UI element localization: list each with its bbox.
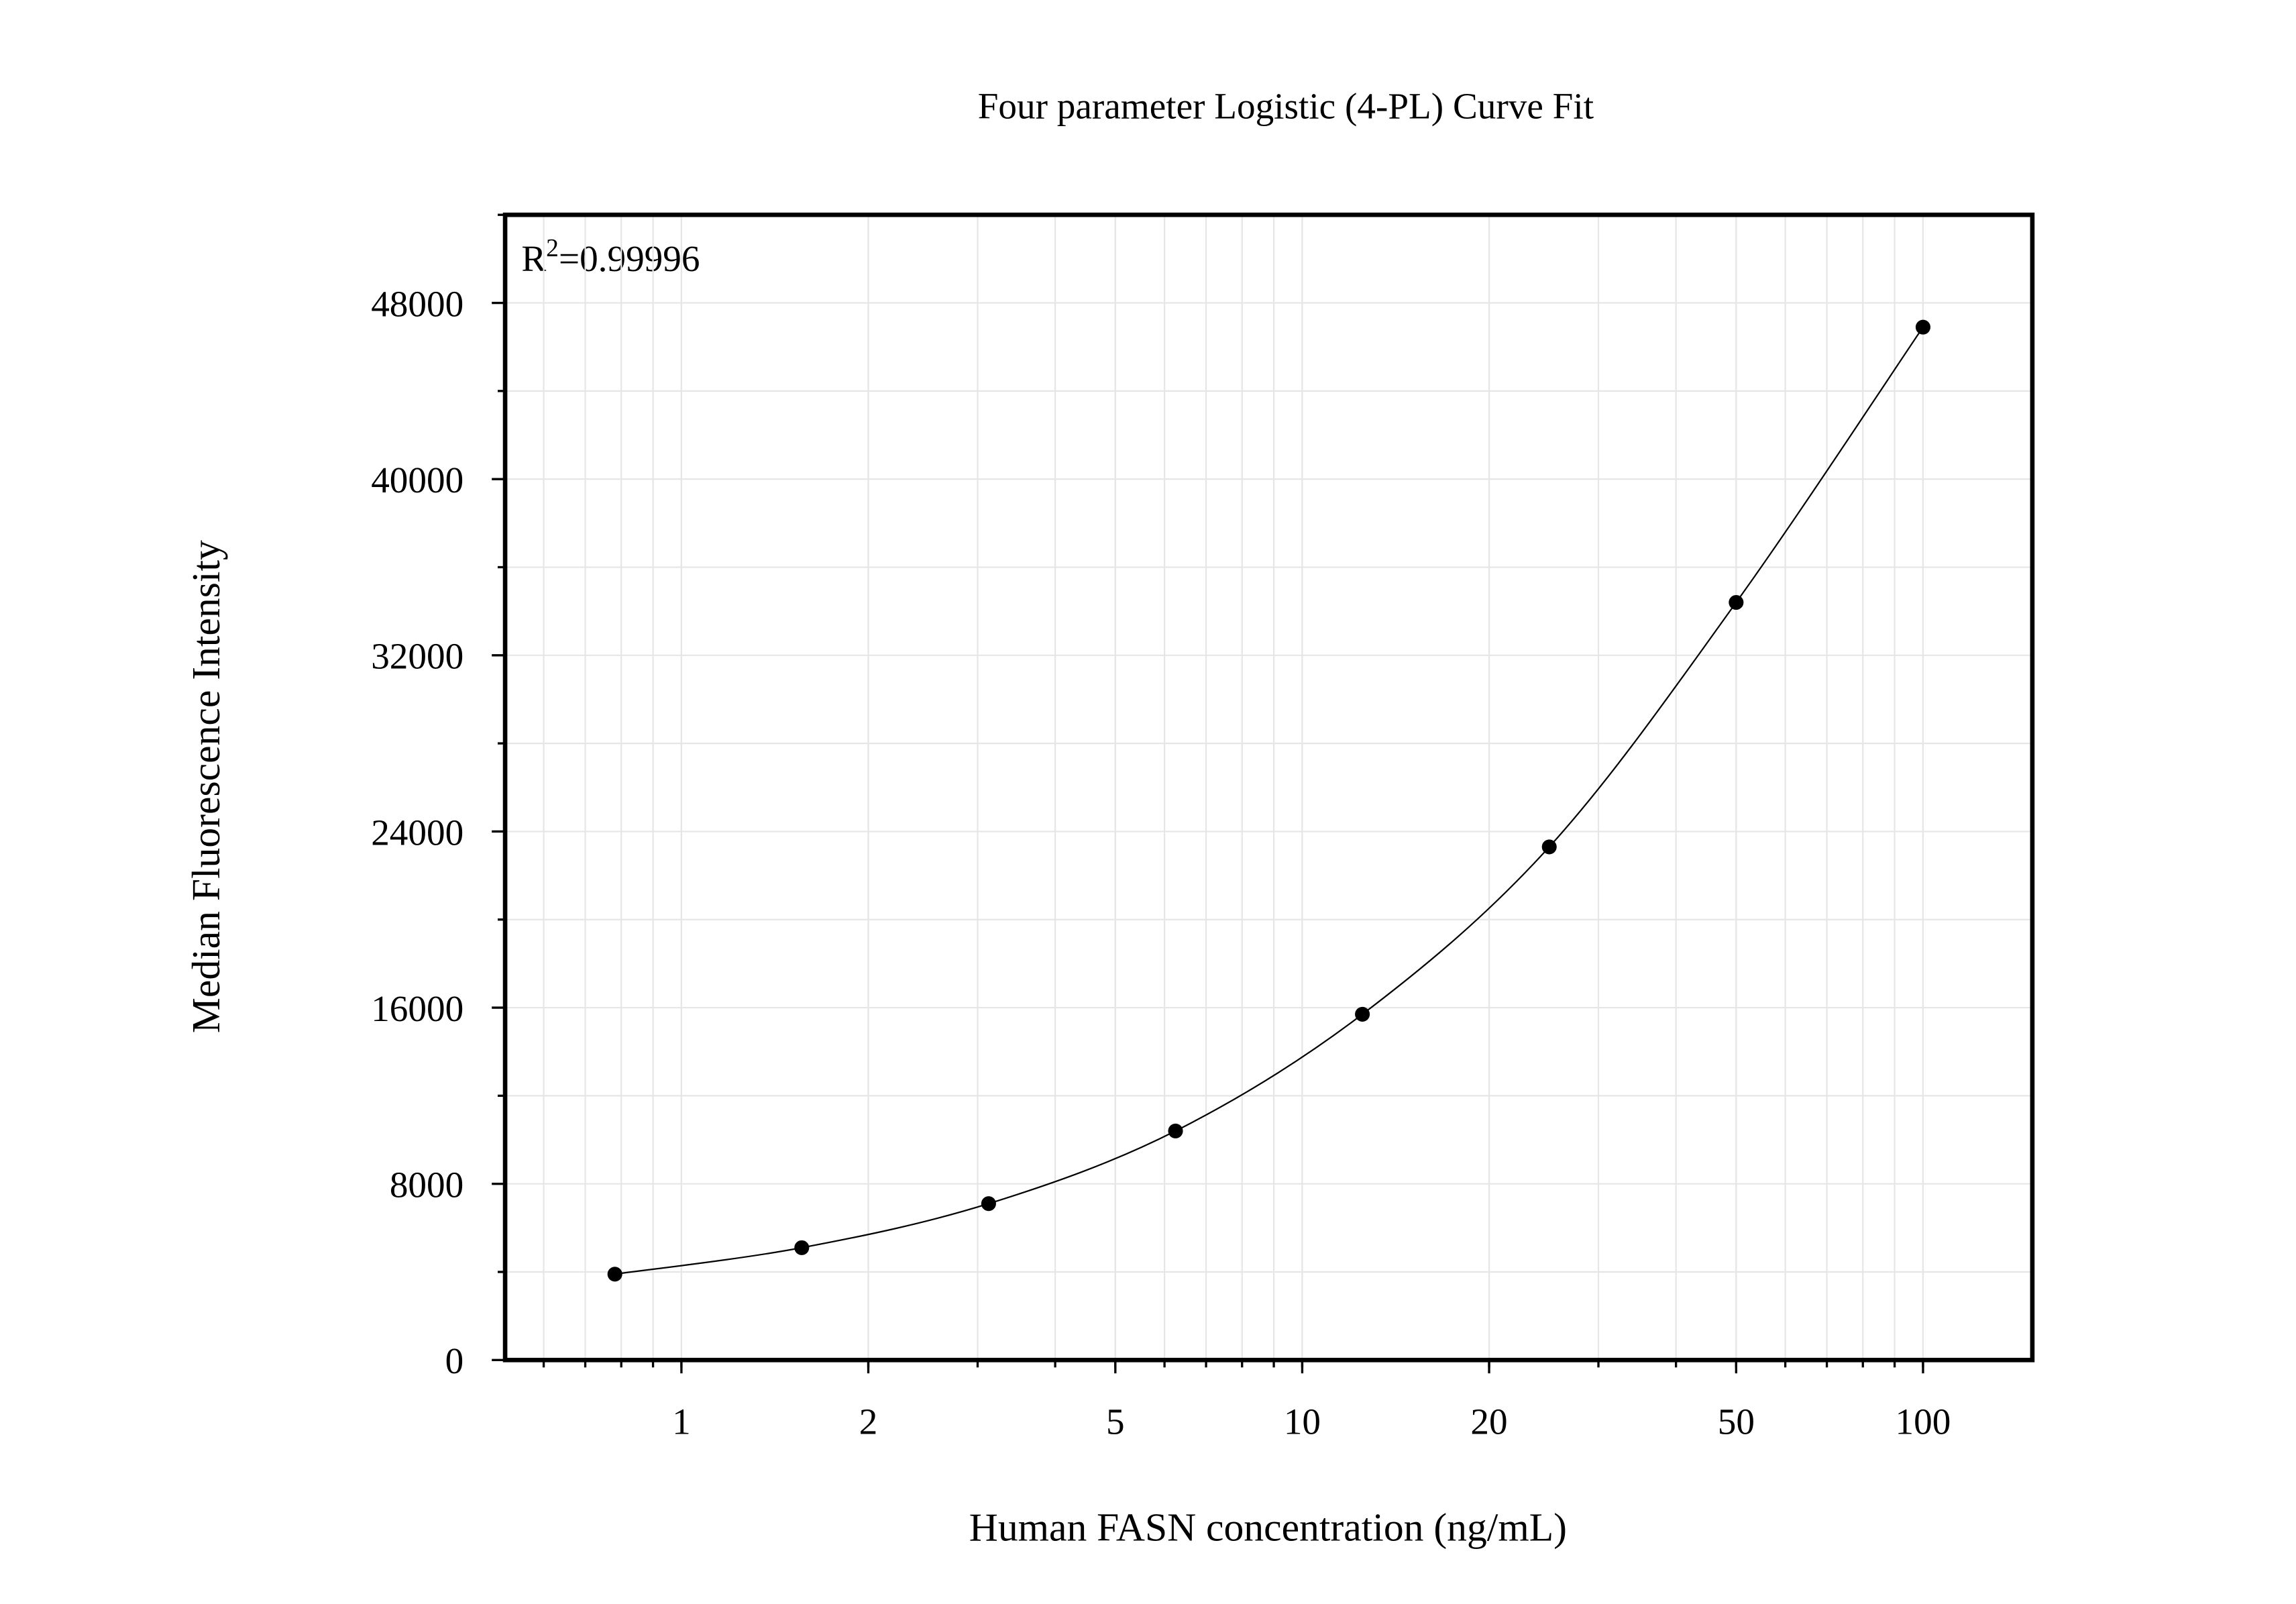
annotation-superscript: 2 bbox=[546, 235, 559, 262]
data-point bbox=[981, 1196, 996, 1212]
y-tick-label: 8000 bbox=[390, 1165, 463, 1206]
x-axis-label: Human FASN concentration (ng/mL) bbox=[969, 1505, 1567, 1550]
y-tick-label: 0 bbox=[445, 1340, 464, 1381]
plot-frame bbox=[502, 212, 2035, 1362]
axes: 1 2 5 10 20 50 100 0 8000 16000 24000 32000 40000 480… bbox=[371, 212, 2035, 1442]
data-point bbox=[607, 1267, 622, 1282]
data-point bbox=[1729, 594, 1744, 610]
data-point bbox=[1168, 1123, 1183, 1138]
y-tick-label: 24000 bbox=[371, 812, 463, 853]
chart-root: Four parameter Logistic (4-PL) Curve Fit… bbox=[184, 86, 2035, 1550]
data-point bbox=[1541, 839, 1557, 855]
x-tick-label: 5 bbox=[1106, 1401, 1125, 1442]
annotation-base: R bbox=[521, 238, 546, 279]
data-point bbox=[1355, 1006, 1370, 1022]
y-axis-label: Median Fluorescence Intensity bbox=[184, 540, 228, 1033]
x-tick-label: 50 bbox=[1718, 1401, 1755, 1442]
y-tick-label: 32000 bbox=[371, 636, 463, 677]
y-tick-label: 48000 bbox=[371, 283, 463, 324]
grid bbox=[505, 214, 2032, 1361]
x-tick-label: 100 bbox=[1896, 1401, 1951, 1442]
y-tick-label: 40000 bbox=[371, 460, 463, 500]
chart-title: Four parameter Logistic (4-PL) Curve Fit bbox=[978, 86, 1594, 127]
data-point bbox=[794, 1240, 810, 1255]
annotation-rest: =0.99996 bbox=[559, 238, 700, 279]
y-tick-label: 16000 bbox=[371, 988, 463, 1029]
x-tick-label: 10 bbox=[1284, 1401, 1321, 1442]
data-point bbox=[1915, 319, 1930, 335]
fit-curve bbox=[614, 327, 1924, 1275]
x-tick-label: 2 bbox=[859, 1401, 878, 1442]
annotation: R2=0.99996 bbox=[521, 235, 700, 279]
x-tick-label: 1 bbox=[672, 1401, 691, 1442]
x-tick-label: 20 bbox=[1470, 1401, 1507, 1442]
